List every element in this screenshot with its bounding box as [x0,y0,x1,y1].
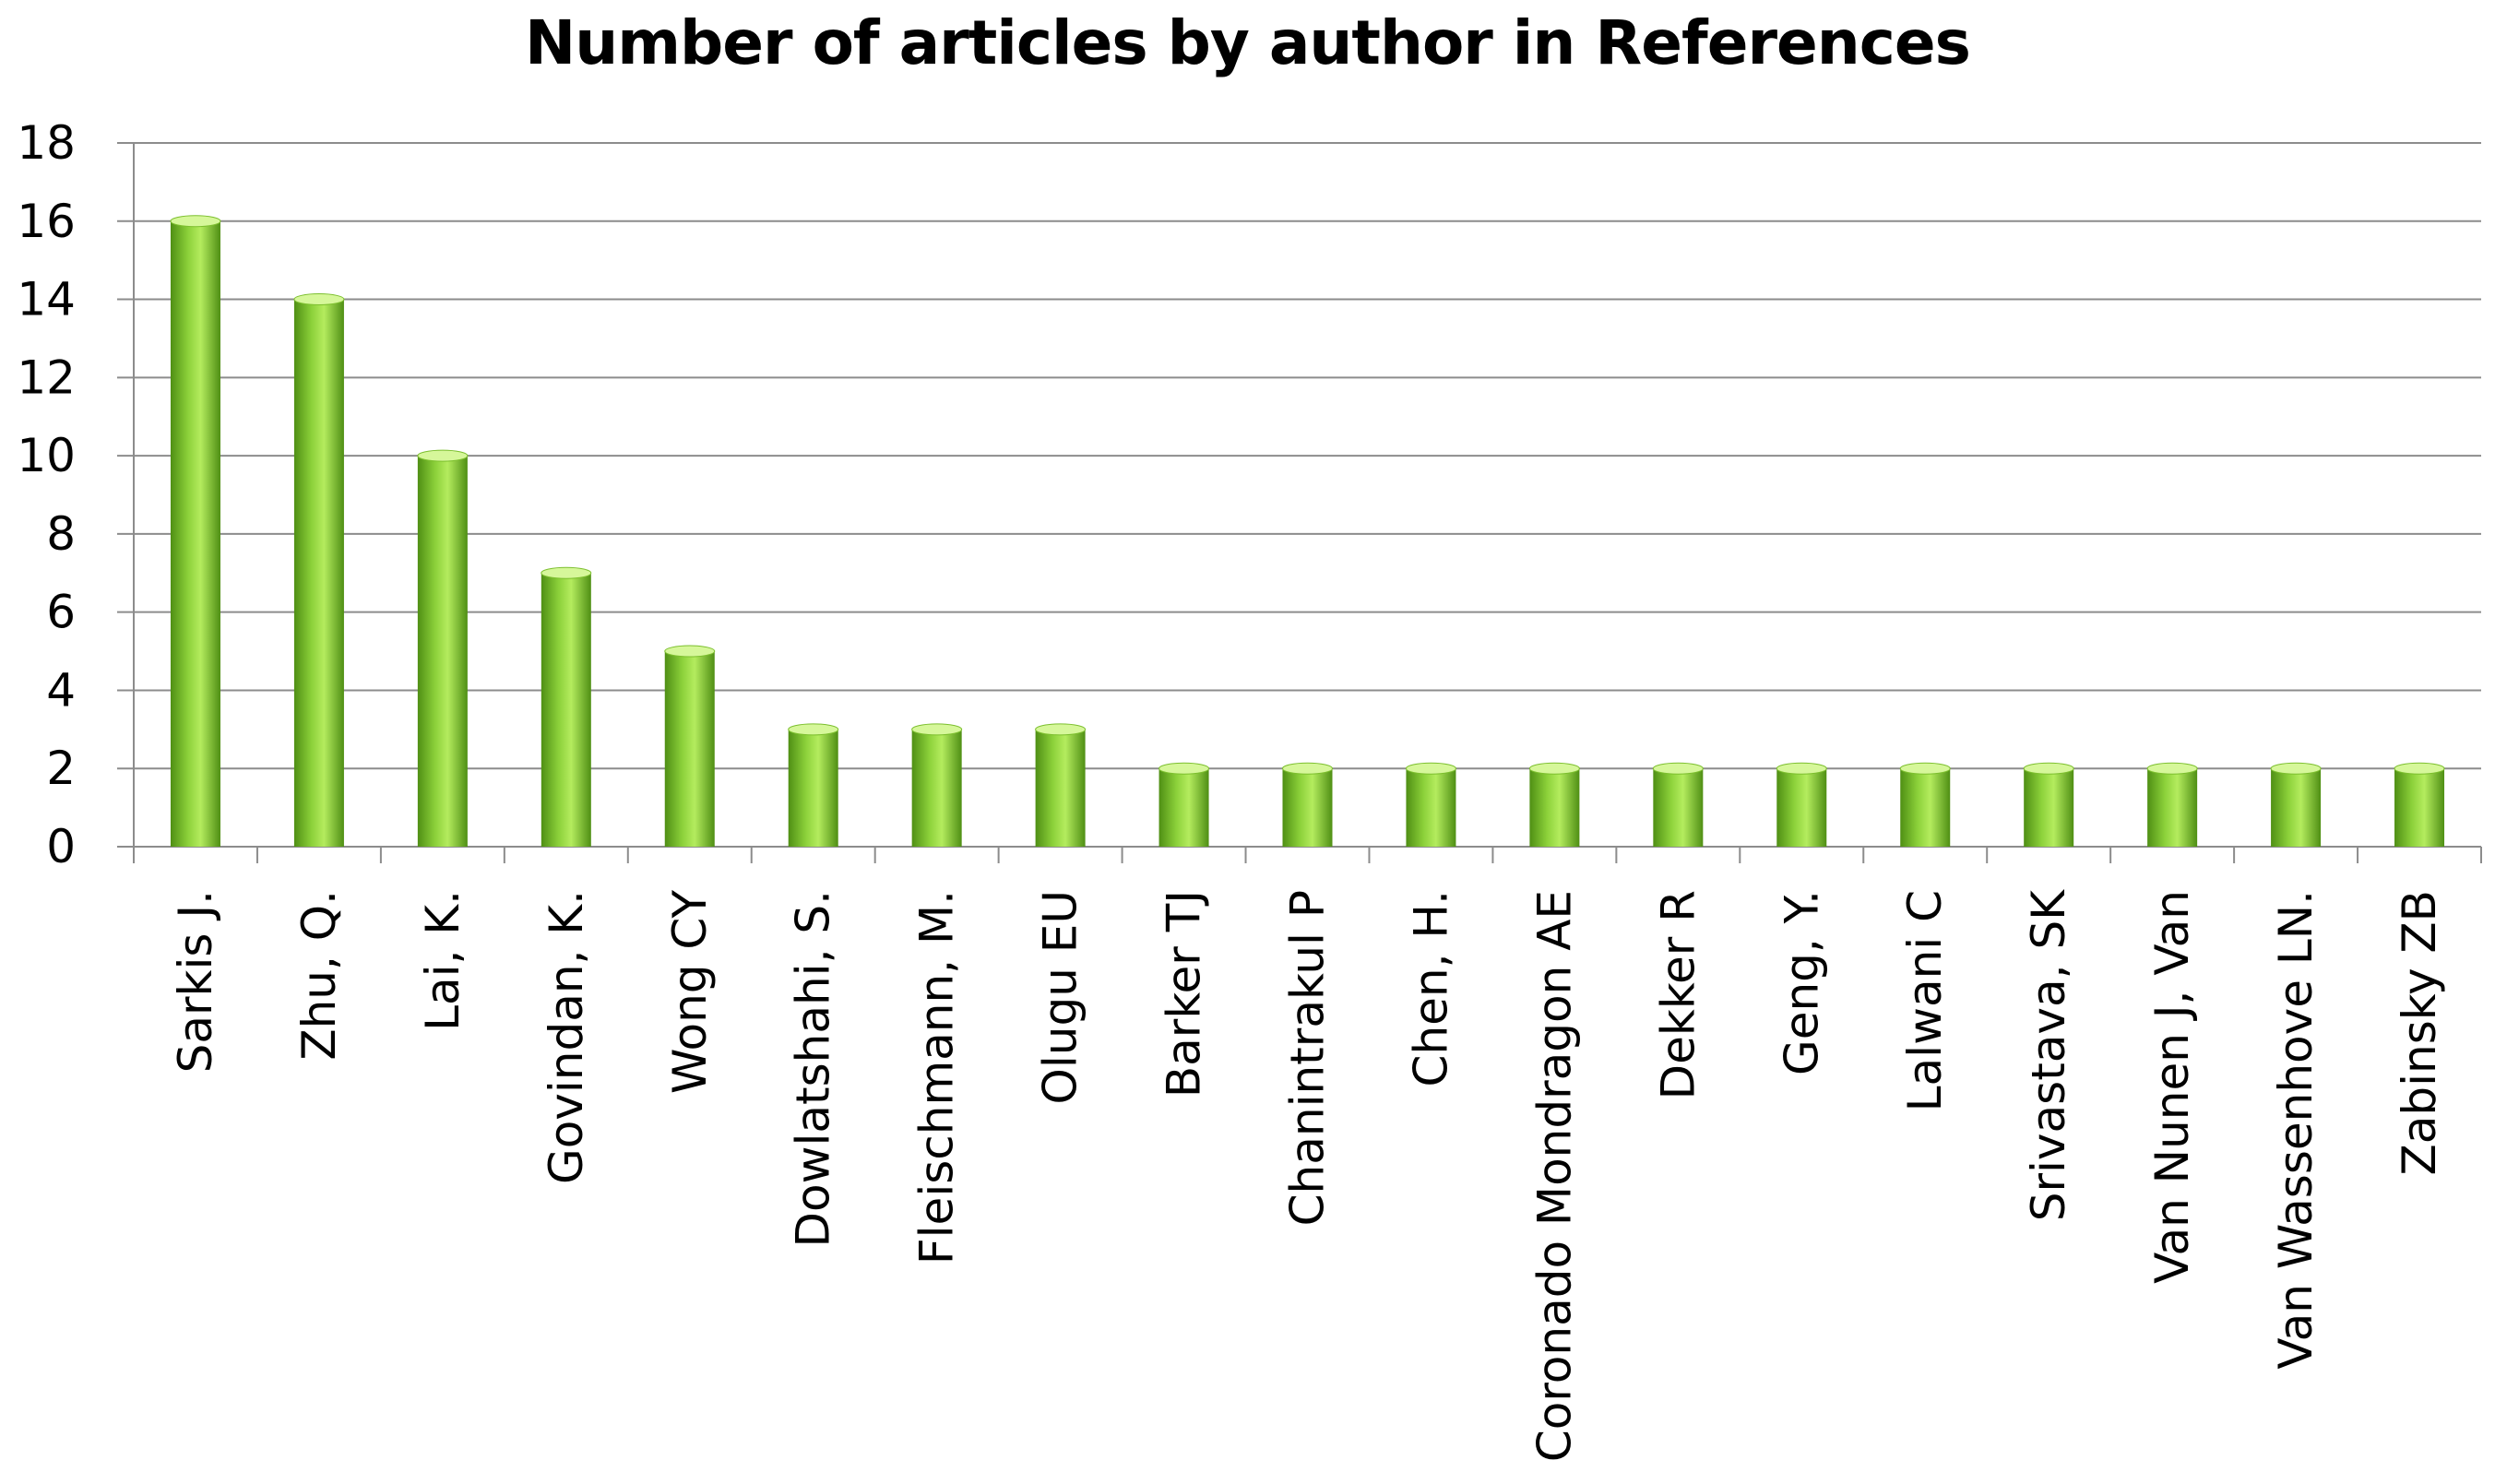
bar [788,723,839,847]
x-category-label: Sarkis J. [169,890,222,1073]
y-tick-label: 2 [46,742,76,795]
bar-body [293,299,344,847]
bars [170,215,2445,847]
bar-body [1282,768,1333,847]
bar [911,723,963,847]
bar [1899,762,1951,847]
bar-cap [1035,723,1087,736]
bar-cap [1776,762,1827,775]
bar-body [1158,768,1209,847]
bar [1035,723,1087,847]
y-axis-ticks: 0 2 4 6 8 10 12 14 16 18 [17,116,134,873]
x-axis-labels: Sarkis J. Zhu, Q. Lai, K. Govindan, K. Wong … [169,889,2446,1462]
bar-body [1529,768,1580,847]
x-category-label: Olugu EU [1034,890,1087,1104]
bar [1282,762,1333,847]
x-category-label: Dowlatshahi, S. [787,890,840,1248]
bar-body [788,729,838,847]
bar-cap [170,215,221,228]
y-tick-label: 6 [46,586,76,639]
x-category-label: Wong CY [663,890,717,1094]
bar-cap [1405,762,1456,775]
bar-body [417,456,468,847]
y-tick-label: 8 [46,507,76,561]
bar-cap [1158,762,1210,775]
bar-body [911,729,962,847]
y-tick-label: 10 [17,429,76,482]
bar [541,566,592,847]
bar [417,449,469,847]
x-category-label: Govindan, K. [540,890,593,1184]
x-category-label: Lalwani C [1898,890,1952,1111]
x-category-label: Van Wassenhove LN. [2269,890,2323,1370]
bar-cap [2023,762,2074,775]
chart-title: Number of articles by author in Referenc… [525,7,1971,78]
bar-cap [788,723,839,736]
bar-cap [1652,762,1704,775]
bar-cap [2146,762,2198,775]
bar-cap [911,723,963,736]
x-category-label: Zabinsky ZB [2393,890,2446,1175]
bar-body [2394,768,2445,847]
bar-body [1406,768,1456,847]
bar-body [2024,768,2074,847]
bar [170,215,221,847]
bar [2270,762,2322,847]
bar [2394,762,2445,847]
x-category-label: Van Nunen J, Van [2145,890,2199,1284]
x-category-label: Fleischmann, M. [910,890,964,1264]
bar-body [1776,768,1827,847]
bar [293,293,345,847]
bar [2023,762,2074,847]
x-category-label: Barker TJ [1158,890,1211,1098]
bar-body [1900,768,1951,847]
bar [1776,762,1827,847]
bar-body [170,220,220,847]
bar [1405,762,1456,847]
y-tick-label: 18 [17,116,76,170]
y-tick-label: 12 [17,350,76,404]
y-tick-label: 14 [17,273,76,326]
bar-cap [1899,762,1951,775]
bar-cap [2394,762,2445,775]
x-category-label: Zhu, Q. [292,890,346,1061]
y-tick-label: 0 [46,820,76,873]
bar-body [2147,768,2198,847]
bar-cap [664,645,716,658]
x-category-label: Lai, K. [416,890,469,1031]
bar-body [541,573,591,847]
bar-cap [2270,762,2322,775]
x-category-label: Chen, H. [1404,890,1457,1086]
x-category-label: Coronado Mondragon AE [1527,890,1581,1462]
bar [2146,762,2198,847]
bar-cap [541,566,592,579]
bar-cap [417,449,469,462]
bar [664,645,716,847]
bar [1652,762,1704,847]
x-category-label: Srivastava, SK [2022,889,2075,1221]
bar-body [1653,768,1704,847]
bar-body [1035,729,1086,847]
bar [1528,762,1580,847]
gridlines [134,142,2481,770]
bar-cap [1528,762,1580,775]
axes [133,143,2482,863]
x-category-label: Geng, Y. [1775,890,1828,1075]
x-category-label: Chanintrakul P [1281,890,1335,1226]
x-category-label: Dekker R [1651,890,1705,1099]
y-tick-label: 16 [17,195,76,248]
bar-body [664,651,715,847]
bar-cap [293,293,345,306]
bar-cap [1282,762,1333,775]
y-tick-label: 4 [46,663,76,717]
bar [1158,762,1210,847]
bar-body [2271,768,2322,847]
